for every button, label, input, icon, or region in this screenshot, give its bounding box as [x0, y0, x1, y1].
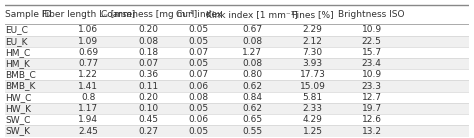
Text: 0.45: 0.45: [139, 115, 159, 124]
Text: SW_C: SW_C: [5, 115, 31, 124]
FancyBboxPatch shape: [5, 36, 469, 47]
Text: 1.27: 1.27: [242, 48, 262, 57]
Text: 1.94: 1.94: [78, 115, 98, 124]
Text: 2.33: 2.33: [302, 104, 322, 113]
Text: 0.69: 0.69: [78, 48, 99, 57]
Text: 0.08: 0.08: [139, 37, 159, 46]
Text: BMB_K: BMB_K: [5, 82, 36, 91]
Text: 0.05: 0.05: [189, 37, 209, 46]
Text: 0.11: 0.11: [139, 82, 159, 91]
Text: Sample ID: Sample ID: [5, 10, 52, 19]
Text: 4.29: 4.29: [302, 115, 322, 124]
Text: 2.45: 2.45: [78, 127, 98, 136]
Text: 0.08: 0.08: [189, 93, 209, 102]
Text: 0.05: 0.05: [189, 127, 209, 136]
Text: 23.4: 23.4: [362, 59, 382, 68]
Text: BMB_C: BMB_C: [5, 70, 36, 79]
Text: 1.22: 1.22: [78, 70, 98, 79]
Text: 0.36: 0.36: [139, 70, 159, 79]
Text: EU_K: EU_K: [5, 37, 27, 46]
Text: HW_C: HW_C: [5, 93, 32, 102]
Text: 0.20: 0.20: [139, 26, 159, 34]
FancyBboxPatch shape: [5, 80, 469, 92]
Text: 0.84: 0.84: [242, 93, 262, 102]
Text: 7.30: 7.30: [302, 48, 322, 57]
Text: 1.41: 1.41: [78, 82, 98, 91]
Text: 0.20: 0.20: [139, 93, 159, 102]
Text: 19.7: 19.7: [362, 104, 382, 113]
Text: 0.80: 0.80: [242, 70, 262, 79]
Text: Kink index [1 mm⁻¹]: Kink index [1 mm⁻¹]: [206, 10, 298, 19]
Text: 0.07: 0.07: [189, 48, 209, 57]
Text: 12.6: 12.6: [362, 115, 382, 124]
Text: 17.73: 17.73: [300, 70, 326, 79]
Text: Brightness ISO: Brightness ISO: [338, 10, 405, 19]
Text: 0.62: 0.62: [242, 82, 262, 91]
Text: 0.65: 0.65: [242, 115, 262, 124]
Text: 0.10: 0.10: [139, 104, 159, 113]
Text: 2.29: 2.29: [302, 26, 322, 34]
Text: 0.08: 0.08: [242, 59, 262, 68]
Text: HM_C: HM_C: [5, 48, 30, 57]
Text: 3.93: 3.93: [302, 59, 322, 68]
Text: 5.81: 5.81: [302, 93, 322, 102]
Text: HM_K: HM_K: [5, 59, 30, 68]
Text: 13.2: 13.2: [362, 127, 382, 136]
Text: 1.09: 1.09: [78, 37, 99, 46]
Text: 0.05: 0.05: [189, 104, 209, 113]
Text: 0.27: 0.27: [139, 127, 159, 136]
Text: 0.55: 0.55: [242, 127, 262, 136]
Text: 0.07: 0.07: [189, 70, 209, 79]
Text: HW_K: HW_K: [5, 104, 31, 113]
Text: 2.12: 2.12: [302, 37, 322, 46]
Text: 0.8: 0.8: [81, 93, 96, 102]
FancyBboxPatch shape: [5, 103, 469, 114]
FancyBboxPatch shape: [5, 58, 469, 69]
Text: 0.05: 0.05: [189, 26, 209, 34]
Text: 0.06: 0.06: [189, 82, 209, 91]
Text: 1.17: 1.17: [78, 104, 99, 113]
Text: 0.08: 0.08: [242, 37, 262, 46]
Text: 23.3: 23.3: [362, 82, 382, 91]
FancyBboxPatch shape: [5, 125, 469, 137]
Text: 15.7: 15.7: [362, 48, 382, 57]
Text: 0.67: 0.67: [242, 26, 262, 34]
Text: 22.5: 22.5: [362, 37, 382, 46]
Text: Fiber length Lᵤ [mm]: Fiber length Lᵤ [mm]: [42, 10, 135, 19]
Text: 0.77: 0.77: [78, 59, 99, 68]
Text: 1.25: 1.25: [302, 127, 322, 136]
Text: 0.05: 0.05: [189, 59, 209, 68]
Text: 12.7: 12.7: [362, 93, 382, 102]
Text: 0.18: 0.18: [139, 48, 159, 57]
Text: 0.07: 0.07: [139, 59, 159, 68]
Text: 10.9: 10.9: [362, 26, 382, 34]
Text: 0.62: 0.62: [242, 104, 262, 113]
Text: 1.06: 1.06: [78, 26, 99, 34]
Text: 10.9: 10.9: [362, 70, 382, 79]
Text: Fines [%]: Fines [%]: [292, 10, 333, 19]
Text: 15.09: 15.09: [300, 82, 326, 91]
Text: Coarseness [mg m⁻¹]: Coarseness [mg m⁻¹]: [100, 10, 197, 19]
Text: EU_C: EU_C: [5, 26, 28, 34]
Text: 0.06: 0.06: [189, 115, 209, 124]
Text: SW_K: SW_K: [5, 127, 30, 136]
Text: Curl index: Curl index: [175, 10, 222, 19]
